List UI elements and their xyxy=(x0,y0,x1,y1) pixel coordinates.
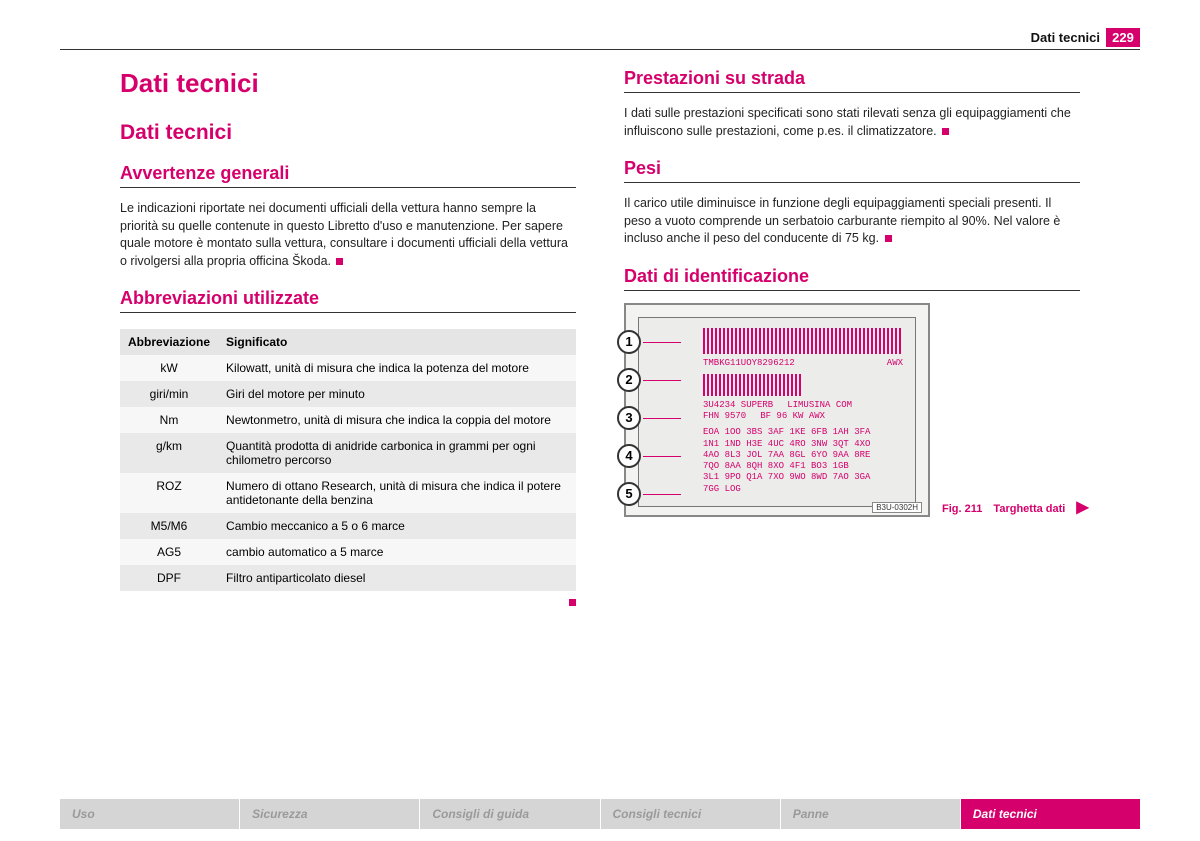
table-row: kWKilowatt, unità di misura che indica l… xyxy=(120,355,576,381)
table-row: NmNewtonmetro, unità di misura che indic… xyxy=(120,407,576,433)
abbr-cell: ROZ xyxy=(120,473,218,513)
tab-uso[interactable]: Uso xyxy=(60,799,239,829)
table-row: giri/minGiri del motore per minuto xyxy=(120,381,576,407)
callout-5: 5 xyxy=(617,482,641,506)
left-column: Dati tecnici Dati tecnici Avvertenze gen… xyxy=(120,68,576,606)
barcode-icon xyxy=(703,374,803,396)
subtitle: Dati tecnici xyxy=(120,121,576,145)
pr-grid-row: EOA 1OO 3BS 3AF 1KE 6FB 1AH 3FA xyxy=(703,427,903,438)
meaning-cell: Quantità prodotta di anidride carbonica … xyxy=(218,433,576,473)
figure-number: Fig. 211 xyxy=(942,503,982,515)
abbr-cell: kW xyxy=(120,355,218,381)
meaning-cell: cambio automatico a 5 marce xyxy=(218,539,576,565)
tab-dati-tecnici[interactable]: Dati tecnici xyxy=(961,799,1140,829)
prestazioni-text: I dati sulle prestazioni specificati son… xyxy=(624,106,1071,138)
right-column: Prestazioni su strada I dati sulle prest… xyxy=(624,68,1080,606)
figure-label: Targhetta dati xyxy=(993,503,1065,515)
abbreviations-table: Abbreviazione Significato kWKilowatt, un… xyxy=(120,329,576,591)
tab-consigli-tecnici[interactable]: Consigli tecnici xyxy=(601,799,780,829)
table-row: AG5cambio automatico a 5 marce xyxy=(120,539,576,565)
end-marker-icon xyxy=(336,258,343,265)
section-avvertenze-title: Avvertenze generali xyxy=(120,163,576,188)
code-text: FHN 9570 xyxy=(703,411,746,422)
vin-right: AWX xyxy=(887,358,903,369)
meaning-cell: Numero di ottano Research, unità di misu… xyxy=(218,473,576,513)
table-row: ROZNumero di ottano Research, unità di m… xyxy=(120,473,576,513)
data-plate-figure: 1 2 3 4 5 TMBKG11UOY8296212 AWX xyxy=(624,303,930,517)
table-head-meaning: Significato xyxy=(218,329,576,355)
vin-text: TMBKG11UOY8296212 xyxy=(703,358,795,369)
meaning-cell: Kilowatt, unità di misura che indica la … xyxy=(218,355,576,381)
table-head-abbr: Abbreviazione xyxy=(120,329,218,355)
next-page-arrow-icon[interactable]: ▶ xyxy=(1076,499,1088,516)
abbr-cell: Nm xyxy=(120,407,218,433)
table-row: g/kmQuantità prodotta di anidride carbon… xyxy=(120,433,576,473)
figure-caption-block: Fig. 211 Targhetta dati ▶ xyxy=(942,497,1089,517)
section-avvertenze-body: Le indicazioni riportate nei documenti u… xyxy=(120,200,576,270)
section-abbreviazioni-title: Abbreviazioni utilizzate xyxy=(120,288,576,313)
variant-text: LIMUSINA COM xyxy=(787,400,852,411)
barcode-icon xyxy=(703,328,903,354)
page-number: 229 xyxy=(1106,28,1140,47)
footer-tabs: Uso Sicurezza Consigli di guida Consigli… xyxy=(60,799,1140,829)
model-text: 3U4234 SUPERB xyxy=(703,400,773,411)
page-header: Dati tecnici 229 xyxy=(60,28,1140,50)
section-identificazione-title: Dati di identificazione xyxy=(624,266,1080,291)
figure-row: 1 2 3 4 5 TMBKG11UOY8296212 AWX xyxy=(624,303,1080,517)
pesi-text: Il carico utile diminuisce in funzione d… xyxy=(624,196,1060,245)
pr-grid-row: 1N1 1ND H3E 4UC 4RO 3NW 3QT 4XO xyxy=(703,439,903,450)
section-pesi-body: Il carico utile diminuisce in funzione d… xyxy=(624,195,1080,248)
abbr-cell: M5/M6 xyxy=(120,513,218,539)
pr-grid-row: 7QO 8AA 8QH 8XO 4F1 BO3 1GB xyxy=(703,461,903,472)
end-marker-icon xyxy=(569,599,576,606)
callout-1: 1 xyxy=(617,330,641,354)
engine-text: BF 96 KW AWX xyxy=(760,411,825,422)
callout-4: 4 xyxy=(617,444,641,468)
meaning-cell: Cambio meccanico a 5 o 6 marce xyxy=(218,513,576,539)
abbr-cell: AG5 xyxy=(120,539,218,565)
callout-2: 2 xyxy=(617,368,641,392)
meaning-cell: Newtonmetro, unità di misura che indica … xyxy=(218,407,576,433)
table-row: DPFFiltro antiparticolato diesel xyxy=(120,565,576,591)
section-pesi-title: Pesi xyxy=(624,158,1080,183)
end-marker-icon xyxy=(942,128,949,135)
pr-grid-row: 3L1 9PO Q1A 7XO 9WO 8WD 7AO 3GA xyxy=(703,472,903,483)
callout-3: 3 xyxy=(617,406,641,430)
tab-panne[interactable]: Panne xyxy=(781,799,960,829)
pr-grid-row: 4AO 8L3 JOL 7AA 8GL 6YO 9AA 8RE xyxy=(703,450,903,461)
abbr-cell: g/km xyxy=(120,433,218,473)
avvertenze-text: Le indicazioni riportate nei documenti u… xyxy=(120,201,568,268)
section-prestazioni-body: I dati sulle prestazioni specificati son… xyxy=(624,105,1080,140)
abbr-cell: giri/min xyxy=(120,381,218,407)
tab-sicurezza[interactable]: Sicurezza xyxy=(240,799,419,829)
pr-grid-last: 7GG LOG xyxy=(703,484,903,495)
abbr-cell: DPF xyxy=(120,565,218,591)
header-label: Dati tecnici xyxy=(1031,30,1100,45)
callouts: 1 2 3 4 5 xyxy=(617,330,641,506)
section-prestazioni-title: Prestazioni su strada xyxy=(624,68,1080,93)
table-row: M5/M6Cambio meccanico a 5 o 6 marce xyxy=(120,513,576,539)
meaning-cell: Filtro antiparticolato diesel xyxy=(218,565,576,591)
meaning-cell: Giri del motore per minuto xyxy=(218,381,576,407)
tab-consigli-guida[interactable]: Consigli di guida xyxy=(420,799,599,829)
page-title: Dati tecnici xyxy=(120,68,576,99)
plate-inner: 1 2 3 4 5 TMBKG11UOY8296212 AWX xyxy=(638,317,916,507)
figure-code: B3U-0302H xyxy=(872,502,922,513)
end-marker-icon xyxy=(885,235,892,242)
